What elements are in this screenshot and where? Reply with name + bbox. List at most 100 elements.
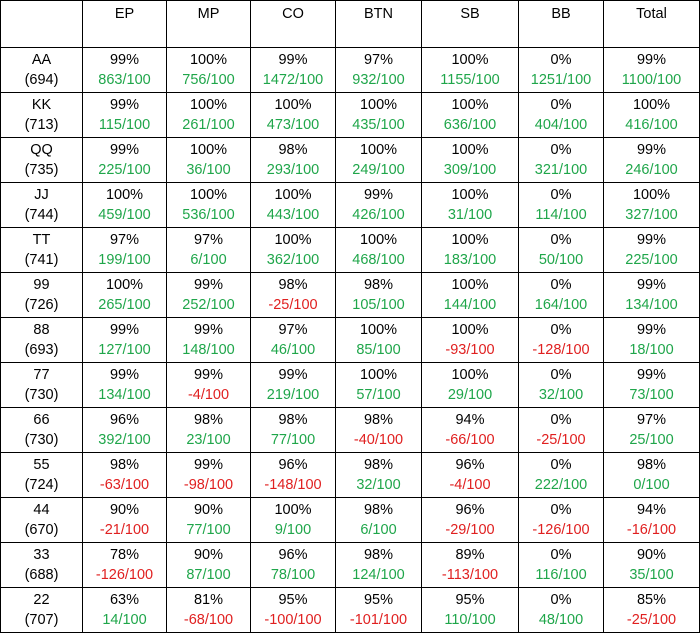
percent-value: 96% <box>455 457 485 473</box>
stat-cell-btn: 98% 6/100 <box>335 497 422 543</box>
winrate-value: 114/100 <box>535 207 587 223</box>
stat-cell-sb: 100% 31/100 <box>421 182 519 228</box>
percent-value: 99% <box>636 52 667 68</box>
stat-cell-ep: 99% 134/100 <box>82 362 167 408</box>
percent-value: 0% <box>550 322 572 338</box>
winrate-value: 183/100 <box>443 252 497 268</box>
table-row: 55 (724) 98% -63/100 99% -98/100 96% -148/100 98… <box>0 452 700 498</box>
percent-value: 85% <box>636 592 667 608</box>
header-bb: BB <box>518 0 604 48</box>
stat-cell-co: 100% 443/100 <box>250 182 336 228</box>
percent-value: 100% <box>359 142 398 158</box>
hand-label: TT <box>32 232 51 248</box>
hand-label: JJ <box>34 187 49 203</box>
percent-value: 100% <box>274 502 312 518</box>
hand-count: (713) <box>24 117 59 133</box>
winrate-value: 77/100 <box>186 522 231 538</box>
winrate-value: 435/100 <box>352 117 405 133</box>
winrate-value: 756/100 <box>182 72 235 88</box>
winrate-value: 0/100 <box>633 477 670 493</box>
stat-cell-sb: 100% 1155/100 <box>421 47 519 93</box>
winrate-value: 6/100 <box>190 252 227 268</box>
percent-value: 0% <box>550 187 572 203</box>
stat-cell-total: 99% 73/100 <box>603 362 700 408</box>
percent-value: 96% <box>278 457 308 473</box>
hand-cell: QQ (735) <box>0 137 83 183</box>
stat-cell-co: 100% 473/100 <box>250 92 336 138</box>
percent-value: 0% <box>550 52 572 68</box>
percent-value: 100% <box>359 322 398 338</box>
winrate-value: 6/100 <box>360 522 397 538</box>
winrate-value: 116/100 <box>535 567 587 583</box>
percent-value: 0% <box>550 277 572 293</box>
stat-cell-total: 99% 18/100 <box>603 317 700 363</box>
stat-cell-btn: 100% 57/100 <box>335 362 422 408</box>
percent-value: 96% <box>109 412 140 428</box>
percent-value: 100% <box>451 277 489 293</box>
winrate-value: 35/100 <box>629 567 674 583</box>
percent-value: 0% <box>550 367 572 383</box>
winrate-value: -93/100 <box>445 342 495 358</box>
percent-value: 100% <box>105 187 144 203</box>
stat-cell-mp: 90% 77/100 <box>166 497 251 543</box>
winrate-value: 636/100 <box>443 117 497 133</box>
percent-value: 63% <box>109 592 140 608</box>
percent-value: 99% <box>636 142 667 158</box>
stat-cell-total: 99% 246/100 <box>603 137 700 183</box>
winrate-value: 443/100 <box>266 207 320 223</box>
winrate-value: -148/100 <box>264 477 322 493</box>
percent-value: 100% <box>451 97 489 113</box>
stat-cell-btn: 100% 435/100 <box>335 92 422 138</box>
percent-value: 100% <box>451 232 489 248</box>
stat-cell-bb: 0% -126/100 <box>518 497 604 543</box>
percent-value: 98% <box>363 277 394 293</box>
hand-label: 55 <box>33 457 50 473</box>
table-row: 44 (670) 90% -21/100 90% 77/100 100% 9/100 98% 6/… <box>0 497 700 543</box>
winrate-value: -68/100 <box>183 612 234 628</box>
percent-value: 90% <box>193 547 224 563</box>
winrate-value: -128/100 <box>532 342 590 358</box>
winrate-value: 416/100 <box>625 117 678 133</box>
percent-value: 99% <box>363 187 394 203</box>
stat-cell-sb: 96% -29/100 <box>421 497 519 543</box>
hand-label: 88 <box>33 322 50 338</box>
winrate-value: 261/100 <box>182 117 235 133</box>
winrate-value: 77/100 <box>270 432 316 448</box>
percent-value: 100% <box>632 97 671 113</box>
hand-cell: 44 (670) <box>0 497 83 543</box>
percent-value: 99% <box>109 52 140 68</box>
winrate-value: 124/100 <box>352 567 405 583</box>
winrate-value: 144/100 <box>443 297 497 313</box>
winrate-value: 105/100 <box>352 297 405 313</box>
percent-value: 100% <box>451 367 489 383</box>
hand-count: (730) <box>24 432 59 448</box>
stat-cell-bb: 0% 32/100 <box>518 362 604 408</box>
table-row: KK (713) 99% 115/100 100% 261/100 100% 473/100 1… <box>0 92 700 138</box>
hand-count: (741) <box>24 252 59 268</box>
table-row: JJ (744) 100% 459/100 100% 536/100 100% 443/100… <box>0 182 700 228</box>
stat-cell-ep: 99% 115/100 <box>82 92 167 138</box>
stat-cell-bb: 0% 404/100 <box>518 92 604 138</box>
winrate-value: 321/100 <box>534 162 588 178</box>
stat-cell-ep: 98% -63/100 <box>82 452 167 498</box>
winrate-value: -16/100 <box>626 522 677 538</box>
winrate-value: 536/100 <box>182 207 235 223</box>
percent-value: 100% <box>451 322 489 338</box>
winrate-value: 87/100 <box>186 567 231 583</box>
stat-cell-ep: 99% 225/100 <box>82 137 167 183</box>
stat-cell-btn: 98% 124/100 <box>335 542 422 588</box>
winrate-value: -63/100 <box>99 477 150 493</box>
winrate-value: 127/100 <box>98 342 151 358</box>
stat-cell-total: 97% 25/100 <box>603 407 700 453</box>
percent-value: 90% <box>109 502 140 518</box>
hand-label: KK <box>31 97 52 113</box>
stat-cell-mp: 100% 536/100 <box>166 182 251 228</box>
percent-value: 78% <box>109 547 140 563</box>
percent-value: 99% <box>109 142 140 158</box>
table-row: 99 (726) 100% 265/100 99% 252/100 98% -25/100 98… <box>0 272 700 318</box>
stat-cell-btn: 100% 249/100 <box>335 137 422 183</box>
stat-cell-co: 100% 9/100 <box>250 497 336 543</box>
stat-cell-ep: 90% -21/100 <box>82 497 167 543</box>
percent-value: 100% <box>451 142 489 158</box>
